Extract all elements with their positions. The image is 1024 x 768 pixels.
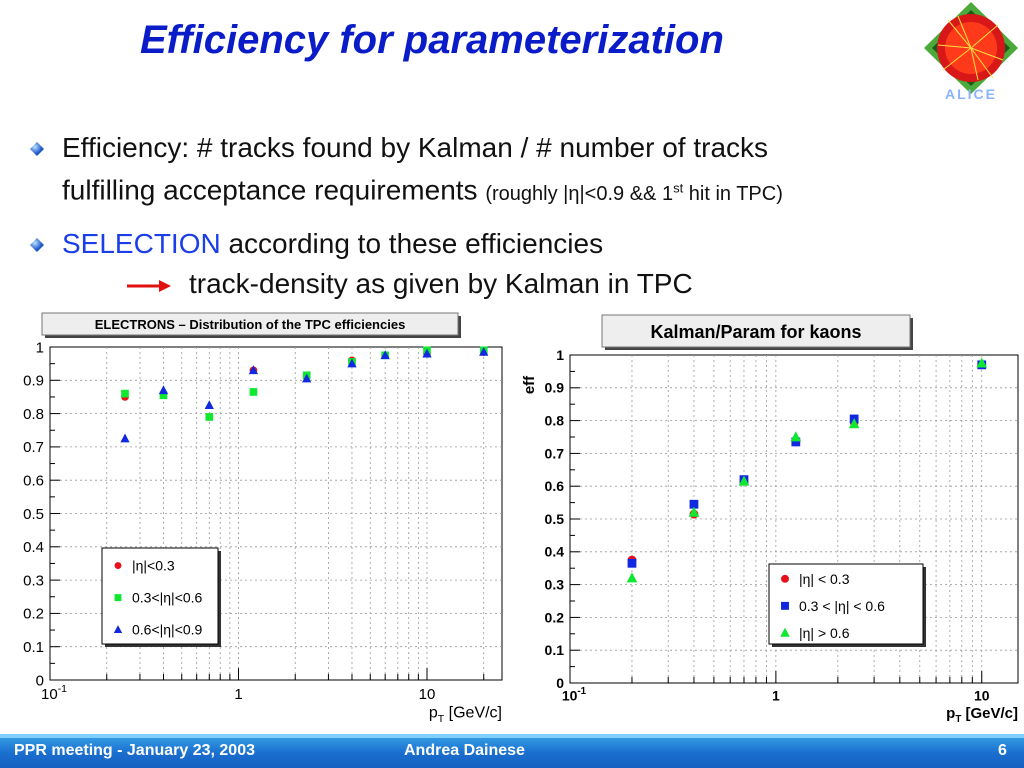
legend-entry: |η| < 0.3 — [799, 571, 850, 587]
y-tick-label: 0 — [36, 672, 44, 689]
footer-author: Andrea Dainese — [404, 742, 525, 759]
data-point — [248, 365, 259, 375]
data-point — [791, 437, 801, 447]
legend-box — [768, 563, 924, 645]
y-tick-label: 1 — [36, 339, 44, 356]
x-tick-label: 1 — [772, 688, 780, 704]
data-point — [627, 558, 637, 568]
data-point — [738, 475, 750, 486]
data-point — [159, 391, 168, 400]
y-tick-label: 0.2 — [545, 609, 565, 625]
series-2 — [626, 357, 988, 583]
data-point — [626, 572, 638, 583]
electrons-efficiency-chart: 0 0.1 0.2 0.3 0.4 0.5 0.6 0.7 0.8 0.9 1 10-1 1 10 pT [… — [23, 312, 503, 726]
legend-entry: 0.6<|η|<0.9 — [132, 622, 203, 638]
data-point — [204, 400, 214, 410]
chart-title-box — [41, 312, 459, 336]
y-tick-label: 0.3 — [23, 572, 44, 589]
chart-title: ELECTRONS – Distribution of the TPC effi… — [95, 317, 406, 332]
y-tick-label: 0 — [556, 675, 564, 691]
bullet-selection: SELECTION according to these efficiencie… — [30, 224, 1020, 264]
y-tick-label: 0.6 — [545, 478, 565, 494]
y-tick-label: 0.7 — [545, 445, 565, 461]
x-axis-label: pT [GeV/c] — [946, 705, 1018, 725]
x-tick-label: 10-1 — [562, 686, 587, 703]
selection-text: according to these efficiencies — [220, 227, 604, 259]
data-point — [790, 431, 802, 442]
data-point — [688, 506, 700, 517]
data-point — [422, 348, 432, 358]
bullet-efficiency: Efficiency: # tracks found by Kalman / #… — [30, 128, 1020, 214]
y-tick-label: 0.9 — [23, 373, 44, 390]
x-axis-label: pT [GeV/c] — [429, 705, 502, 726]
y-tick-label: 0.7 — [23, 439, 44, 456]
y-tick-label: 0.2 — [23, 606, 44, 623]
data-point — [249, 388, 258, 396]
x-tick-label: 10-1 — [41, 683, 67, 703]
svg-text:ALICE: ALICE — [945, 86, 997, 102]
data-point — [976, 357, 988, 368]
y-tick-label: 0.9 — [545, 380, 565, 396]
diamond-bullet-icon — [30, 237, 44, 252]
data-point — [302, 373, 312, 383]
arrow-line: track-density as given by Kalman in TPC — [125, 268, 693, 300]
data-point — [158, 385, 169, 395]
y-tick-label: 0.8 — [23, 406, 44, 423]
chart-title: Kalman/Param for kaons — [650, 322, 861, 342]
legend-entry: 0.3<|η|<0.6 — [132, 590, 203, 606]
bullet-note: (roughly |η|<0.9 && 1st hit in TPC) — [485, 180, 783, 205]
y-tick-label: 0.4 — [23, 539, 44, 556]
y-tick-label: 0.1 — [23, 639, 44, 656]
y-tick-label: 0.5 — [545, 511, 565, 527]
diamond-bullet-icon — [30, 142, 44, 156]
legend-marker — [781, 601, 789, 610]
selection-keyword: SELECTION — [62, 227, 221, 259]
x-tick-label: 10 — [419, 686, 436, 703]
legend-entry: |η| > 0.6 — [799, 625, 850, 641]
data-point — [848, 418, 860, 429]
series-2 — [120, 346, 489, 443]
y-tick-label: 0.6 — [23, 472, 44, 489]
data-point — [380, 350, 390, 360]
y-tick-label: 0.5 — [23, 506, 44, 523]
bullet-text-line2: fulfilling acceptance requirements — [62, 174, 478, 206]
arrow-text: track-density as given by Kalman in TPC — [189, 268, 693, 299]
bullet-text-line1: Efficiency: # tracks found by Kalman / #… — [62, 132, 769, 163]
data-point — [121, 389, 129, 398]
slide-title: Efficiency for parameterization — [140, 18, 724, 62]
footer-bar: PPR meeting - January 23, 2003 Andrea Da… — [0, 734, 1024, 768]
right-arrow-icon — [127, 279, 171, 292]
legend-marker — [114, 562, 122, 570]
x-tick-label: 1 — [234, 686, 242, 703]
bullet-list: Efficiency: # tracks found by Kalman / #… — [30, 128, 1020, 264]
y-tick-label: 0.1 — [545, 642, 565, 658]
y-tick-label: 0.8 — [545, 413, 565, 429]
legend-marker — [781, 574, 789, 583]
legend-marker — [113, 625, 123, 634]
y-tick-label: 1 — [556, 347, 564, 363]
y-tick-label: 0.3 — [545, 577, 565, 593]
legend-entry: |η|<0.3 — [132, 558, 175, 574]
data-point — [120, 433, 130, 443]
footer-page-number: 6 — [998, 742, 1007, 759]
footer-meeting: PPR meeting - January 23, 2003 — [14, 742, 255, 759]
grid — [50, 347, 502, 680]
chart-title-box — [601, 314, 911, 348]
legend-marker — [114, 594, 122, 602]
data-point — [479, 346, 489, 356]
legend-entry: 0.3 < |η| < 0.6 — [799, 598, 885, 614]
data-point — [689, 499, 699, 509]
legend-marker — [780, 627, 790, 637]
x-tick-label: 10 — [974, 688, 990, 704]
y-axis-label: eff — [521, 375, 538, 394]
alice-logo: ALICE — [924, 2, 1018, 102]
y-tick-label: 0.4 — [545, 544, 565, 560]
data-point — [205, 413, 214, 421]
data-point — [347, 358, 357, 368]
